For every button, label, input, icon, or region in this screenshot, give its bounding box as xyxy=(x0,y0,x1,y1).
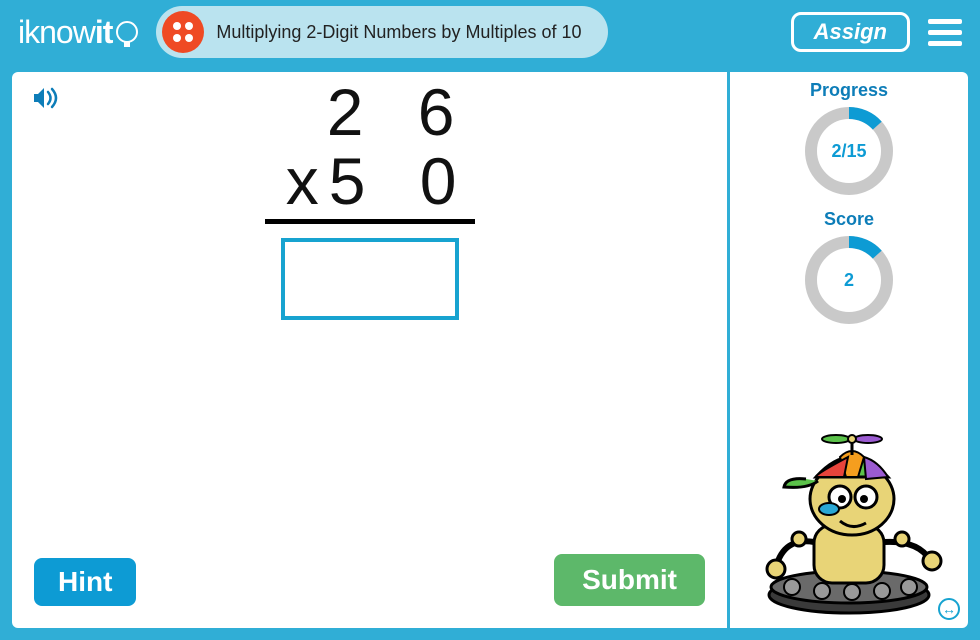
top-bar: iknowit Multiplying 2-Digit Numbers by M… xyxy=(0,0,980,64)
expand-icon[interactable]: ↔ xyxy=(938,598,960,620)
brand-it: it xyxy=(95,14,113,51)
progress-label: Progress xyxy=(810,80,888,101)
level-chip-icon xyxy=(162,11,204,53)
audio-icon[interactable] xyxy=(32,86,62,115)
hamburger-menu-icon[interactable] xyxy=(928,19,962,46)
bottom-operand: 5 0 xyxy=(329,144,475,218)
operator: x xyxy=(286,144,323,218)
score-label: Score xyxy=(824,209,874,230)
side-panel: Progress 2/15 Score 2 xyxy=(730,72,968,628)
equals-rule xyxy=(265,219,475,224)
question-area: 2 6 x5 0 Hint Submit xyxy=(12,72,730,628)
top-operand: 2 6 xyxy=(265,78,475,147)
answer-input[interactable] xyxy=(281,238,459,320)
brand-know: know xyxy=(24,14,95,51)
content-panel: 2 6 x5 0 Hint Submit Progress 2/15 Score xyxy=(12,72,968,628)
robot-mascot-icon xyxy=(744,427,954,622)
hint-button[interactable]: Hint xyxy=(34,558,136,606)
brand-logo[interactable]: iknowit xyxy=(18,14,138,51)
bulb-icon xyxy=(116,21,138,43)
score-ring: 2 xyxy=(803,234,895,326)
submit-button[interactable]: Submit xyxy=(554,554,705,606)
progress-ring: 2/15 xyxy=(803,105,895,197)
progress-value: 2/15 xyxy=(803,105,895,197)
score-value: 2 xyxy=(803,234,895,326)
multiplication-problem: 2 6 x5 0 xyxy=(265,78,475,320)
bottom-row: x5 0 xyxy=(265,147,475,216)
assign-button[interactable]: Assign xyxy=(791,12,910,52)
lesson-title: Multiplying 2-Digit Numbers by Multiples… xyxy=(216,22,581,43)
app-frame: iknowit Multiplying 2-Digit Numbers by M… xyxy=(0,0,980,640)
lesson-title-pill: Multiplying 2-Digit Numbers by Multiples… xyxy=(156,6,607,58)
